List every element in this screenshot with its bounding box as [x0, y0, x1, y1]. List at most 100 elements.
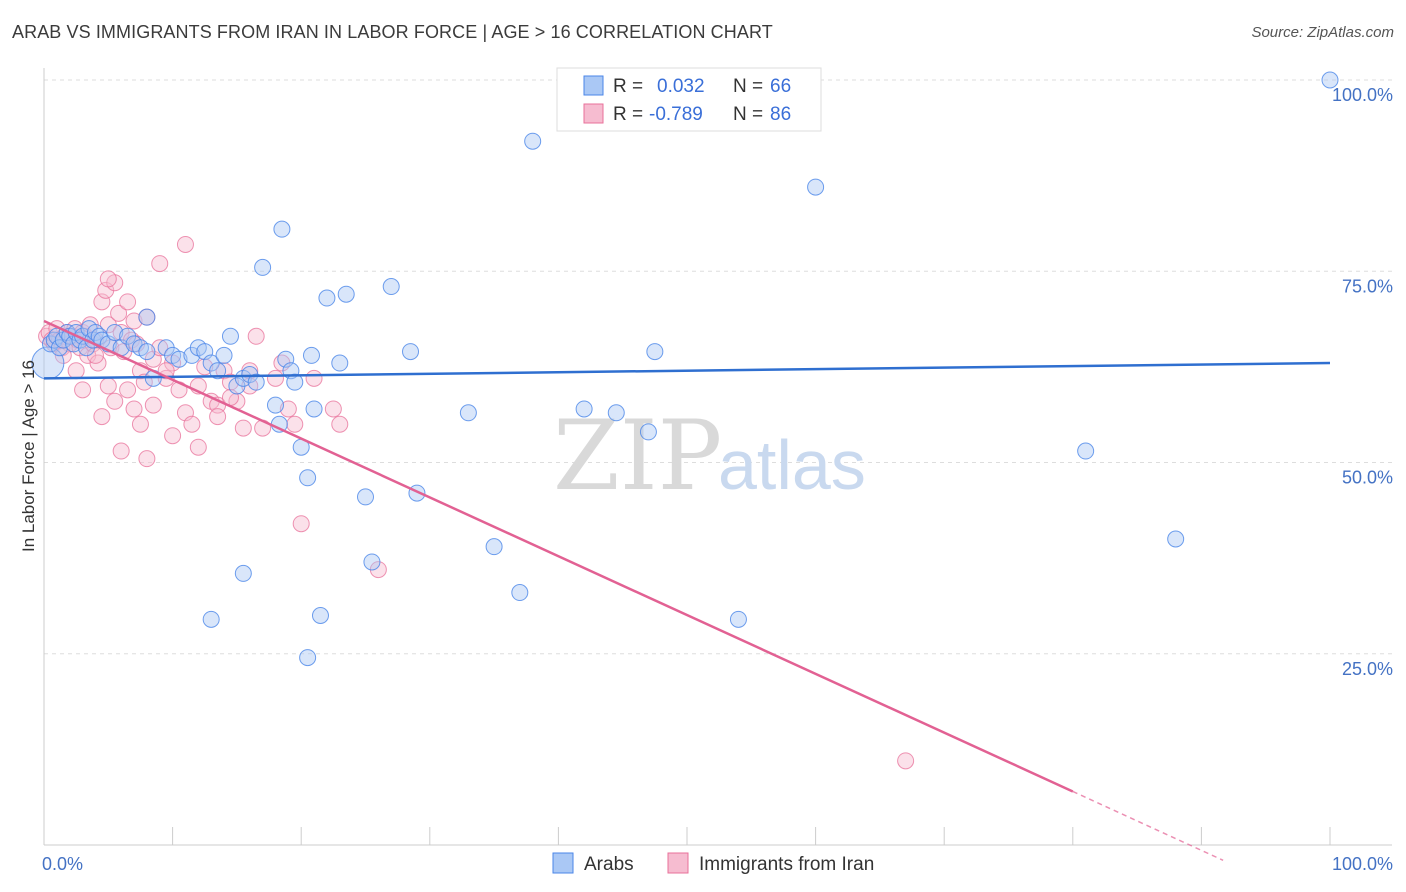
- legend-r-label-arabs: R =: [613, 76, 643, 97]
- legend-swatch-iran: [583, 103, 604, 124]
- arabs-point-76: [511, 584, 529, 602]
- arabs-point-35: [215, 346, 233, 364]
- arabs-point-56: [382, 278, 400, 296]
- iran-point-59: [324, 400, 342, 418]
- iran-point-53: [266, 369, 284, 387]
- arabs-point-75: [273, 220, 291, 238]
- bottom-legend-swatch-iran: [667, 852, 689, 874]
- arabs-point-54: [357, 488, 374, 506]
- legend-r-value-arabs: 0.032: [657, 76, 705, 97]
- y-tick-label-0: 25.0%: [1342, 659, 1393, 679]
- arabs-point-68: [1077, 442, 1095, 460]
- arabs-point-73: [299, 649, 317, 667]
- arabs-trend-line: [43, 361, 1331, 380]
- iran-trend-line: [43, 319, 1074, 793]
- series-arabs-points: [31, 71, 1339, 667]
- arabs-point-41: [254, 258, 272, 276]
- iran-point-85: [99, 270, 117, 288]
- arabs-point-26: [138, 308, 156, 326]
- x-tick-label-0: 0.0%: [42, 854, 83, 874]
- iran-point-84: [897, 752, 915, 770]
- arabs-point-71: [202, 610, 220, 628]
- iran-point-55: [279, 400, 297, 418]
- arabs-point-48: [299, 469, 317, 487]
- iran-point-60: [331, 415, 349, 433]
- arabs-point-74: [311, 607, 329, 624]
- arabs-point-65: [646, 343, 664, 361]
- arabs-point-62: [575, 400, 593, 418]
- iran-point-63: [106, 392, 124, 410]
- bottom-legend-label-iran: Immigrants from Iran: [699, 854, 874, 875]
- arabs-point-67: [807, 178, 825, 196]
- iran-point-73: [119, 381, 137, 399]
- arabs-point-42: [266, 396, 284, 414]
- arabs-point-60: [485, 538, 503, 556]
- iran-point-79: [209, 408, 227, 426]
- iran-point-50: [234, 419, 252, 437]
- chart-title: ARAB VS IMMIGRANTS FROM IRAN IN LABOR FO…: [12, 22, 773, 42]
- arabs-point-66: [729, 610, 747, 628]
- trend-lines: [43, 319, 1331, 861]
- legend-swatch-arabs: [583, 75, 604, 96]
- axis-layer: 25.0% 50.0% 75.0% 100.0% 0.0% 100.0%: [42, 68, 1393, 874]
- arabs-point-63: [607, 404, 625, 422]
- arabs-point-34: [209, 362, 227, 380]
- legend-r-label-iran: R =: [613, 104, 643, 125]
- arabs-point-49: [302, 346, 320, 364]
- chart-source: Source: ZipAtlas.com: [1251, 24, 1394, 41]
- arabs-point-50: [305, 400, 323, 418]
- legend-n-value-iran: 86: [770, 104, 791, 125]
- legend-n-label-arabs: N =: [733, 76, 763, 97]
- iran-point-21: [93, 293, 111, 311]
- iran-point-70: [67, 362, 85, 380]
- iran-point-69: [74, 381, 92, 399]
- arabs-point-59: [459, 404, 477, 422]
- iran-point-26: [110, 304, 128, 322]
- legend-r-value-iran: -0.789: [649, 104, 703, 125]
- arabs-point-52: [331, 354, 349, 372]
- bottom-legend: Arabs Immigrants from Iran: [552, 852, 874, 875]
- arabs-point-36: [221, 327, 239, 345]
- iran-point-78: [189, 438, 207, 456]
- iran-point-65: [131, 415, 149, 433]
- arabs-point-55: [363, 553, 381, 571]
- arabs-point-19: [106, 323, 124, 341]
- arabs-point-40: [247, 373, 265, 391]
- x-tick-label-1: 100.0%: [1332, 854, 1393, 874]
- bottom-legend-label-arabs: Arabs: [584, 854, 634, 875]
- arabs-point-69: [1167, 530, 1185, 548]
- iran-point-64: [112, 442, 130, 460]
- iran-point-37: [151, 339, 169, 357]
- y-tick-label-3: 100.0%: [1332, 85, 1393, 105]
- legend: R = 0.032 N = 66 R = -0.789 N = 86: [556, 67, 822, 132]
- arabs-point-29: [170, 350, 188, 368]
- y-tick-label-2: 75.0%: [1342, 276, 1393, 296]
- legend-n-value-arabs: 66: [770, 76, 791, 97]
- arabs-point-53: [337, 285, 355, 303]
- arabs-point-24: [138, 343, 156, 361]
- iran-point-57: [292, 515, 310, 533]
- iran-point-68: [176, 235, 194, 253]
- bottom-legend-swatch-arabs: [552, 852, 574, 874]
- iran-point-52: [247, 327, 265, 345]
- grid-layer: [44, 79, 1392, 655]
- iran-point-67: [151, 255, 169, 273]
- arabs-point-61: [524, 132, 542, 150]
- arabs-point-57: [402, 343, 420, 361]
- iran-point-62: [99, 377, 117, 395]
- y-axis-label: In Labor Force | Age > 16: [19, 360, 38, 552]
- arabs-point-72: [234, 564, 252, 582]
- iran-point-58: [305, 369, 323, 387]
- watermark-zip: ZIP: [553, 400, 722, 512]
- y-tick-label-1: 50.0%: [1342, 468, 1393, 488]
- watermark: ZIP atlas: [553, 400, 866, 512]
- iran-point-31: [125, 312, 143, 330]
- iran-point-75: [144, 396, 162, 414]
- iran-point-61: [93, 408, 111, 426]
- arabs-point-4: [50, 339, 68, 357]
- iran-point-77: [164, 427, 182, 445]
- watermark-atlas: atlas: [718, 426, 866, 504]
- iran-point-74: [125, 400, 143, 418]
- iran-point-66: [138, 450, 156, 468]
